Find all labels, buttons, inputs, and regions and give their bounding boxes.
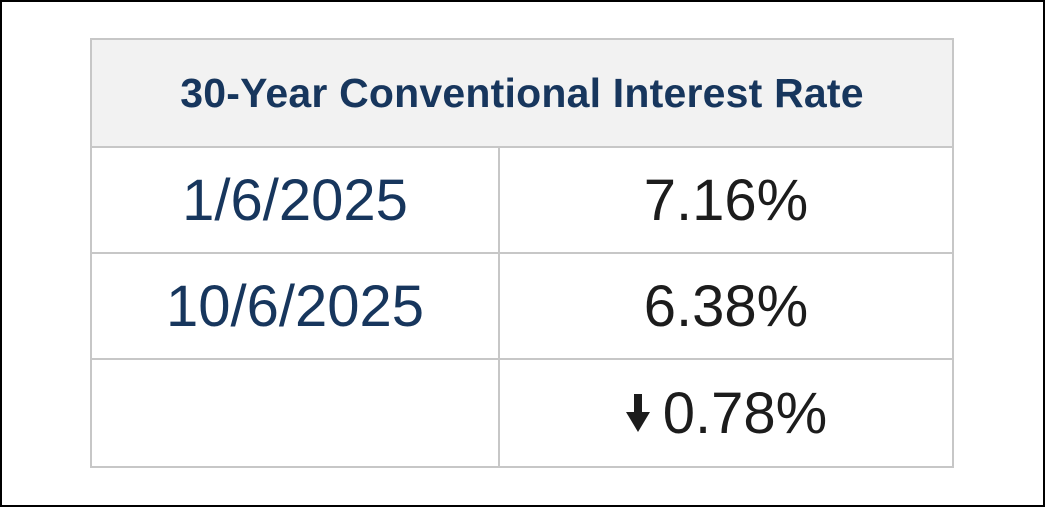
rate-change-value: 0.78% [662, 380, 828, 446]
table-row: 0.78% [90, 358, 954, 468]
date-cell: 10/6/2025 [90, 252, 500, 360]
rate-change-content: 0.78% [625, 380, 827, 447]
table-row: 10/6/2025 6.38% [90, 252, 954, 360]
table-header-row: 30-Year Conventional Interest Rate [90, 38, 954, 148]
table-row: 1/6/2025 7.16% [90, 146, 954, 254]
interest-rate-table: 30-Year Conventional Interest Rate 1/6/2… [90, 38, 954, 468]
date-cell: 1/6/2025 [90, 146, 500, 254]
table-title: 30-Year Conventional Interest Rate [90, 38, 954, 148]
rate-cell: 6.38% [498, 252, 954, 360]
rate-change-cell: 0.78% [498, 358, 954, 468]
empty-cell [90, 358, 500, 468]
down-arrow-icon [625, 394, 651, 433]
rate-cell: 7.16% [498, 146, 954, 254]
